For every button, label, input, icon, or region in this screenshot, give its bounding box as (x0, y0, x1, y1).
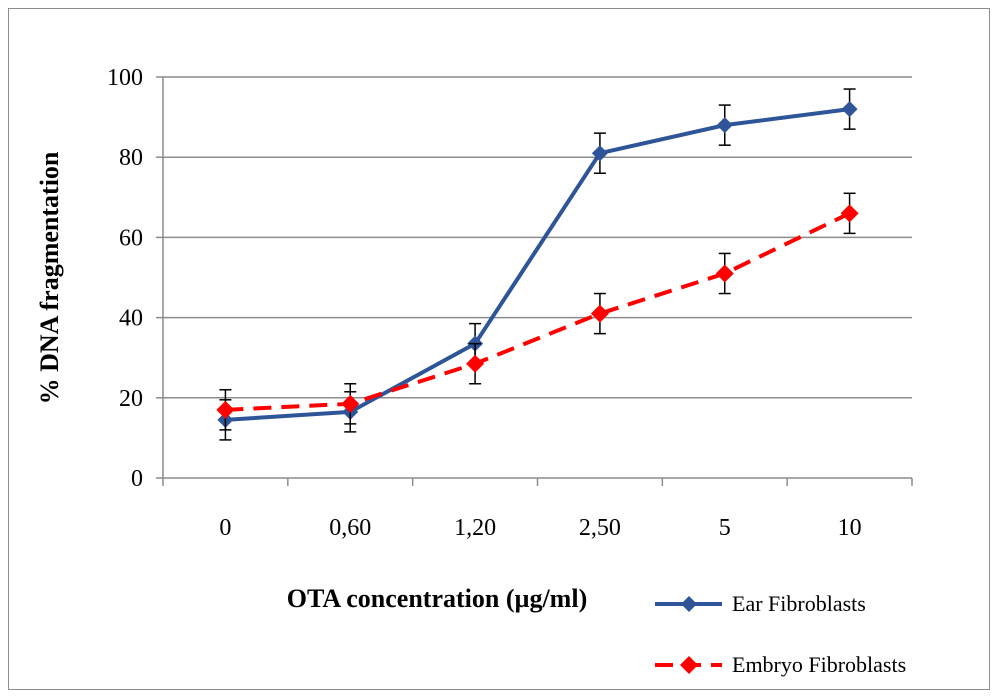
series-1 (217, 88, 858, 441)
x-tick-label: 1,20 (454, 515, 496, 541)
y-axis-title: % DNA fragmentation (35, 151, 64, 404)
series-line (225, 211, 851, 412)
x-tick-label: 0,60 (329, 515, 371, 541)
legend-marker (681, 596, 697, 612)
gridlines (163, 76, 912, 399)
legend: Ear Fibroblasts Embryo Fibroblasts (655, 591, 906, 677)
legend-label: Embryo Fibroblasts (732, 652, 906, 677)
legend-item: Embryo Fibroblasts (655, 652, 906, 677)
x-tick-label: 10 (838, 515, 862, 541)
series-line (225, 107, 850, 422)
y-tick-label: 0 (131, 466, 143, 492)
data-point (840, 204, 859, 223)
y-tick-label: 100 (107, 65, 143, 91)
x-axis-title: OTA concentration (µg/ml) (287, 584, 587, 613)
y-tick-label: 80 (119, 145, 143, 171)
legend-item: Ear Fibroblasts (655, 591, 866, 616)
axes (156, 76, 913, 486)
chart-frame (8, 8, 990, 690)
x-tick-label: 5 (719, 515, 731, 541)
legend-label: Ear Fibroblasts (732, 591, 866, 616)
x-tick-label: 2,50 (579, 515, 621, 541)
y-tick-label: 60 (119, 225, 143, 251)
x-tick-labels: 0 0,60 1,20 2,50 5 10 (219, 515, 861, 541)
legend-marker (680, 656, 698, 674)
data-point (715, 264, 734, 283)
data-point (341, 394, 360, 413)
data-point (591, 145, 608, 162)
data-point (716, 117, 733, 134)
y-tick-labels: 0 20 40 60 80 100 (107, 65, 143, 492)
data-point (216, 400, 235, 419)
y-tick-label: 40 (119, 306, 143, 332)
series-2 (216, 192, 859, 431)
y-tick-label: 20 (119, 386, 143, 412)
x-tick-label: 0 (219, 515, 231, 541)
series-group (216, 88, 859, 441)
data-point (466, 354, 485, 373)
data-point (590, 304, 609, 323)
data-point (841, 101, 858, 118)
